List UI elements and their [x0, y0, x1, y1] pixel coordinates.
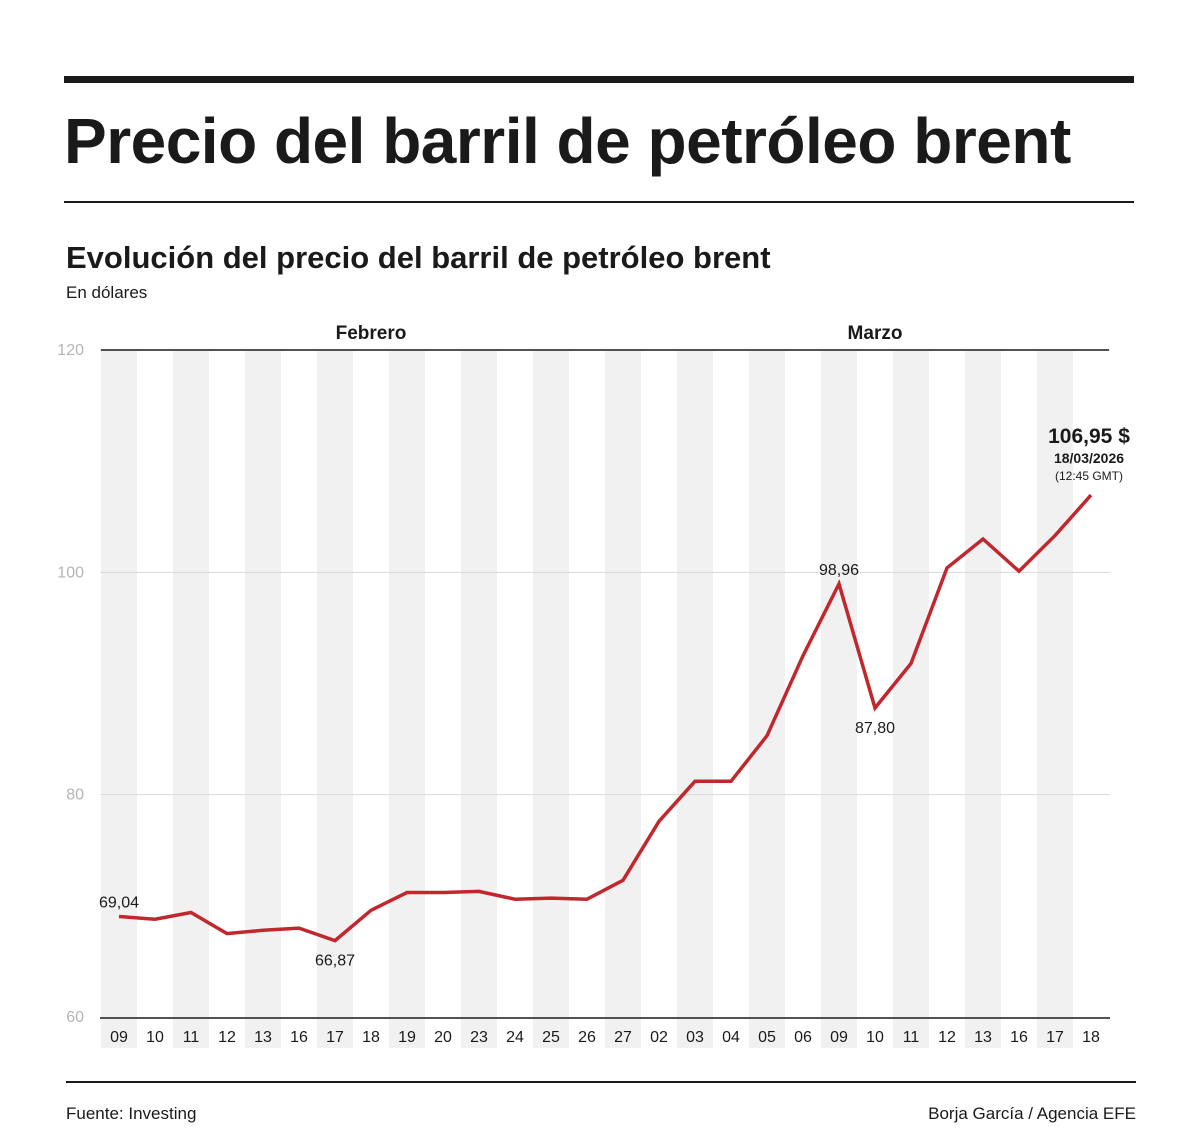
y-tick-label: 100 — [57, 564, 84, 581]
x-tick-label: 18 — [1082, 1029, 1100, 1046]
last-value-label: 106,95 $ — [1048, 425, 1130, 448]
data-label: 66,87 — [315, 953, 355, 970]
column-stripe — [461, 350, 497, 1048]
x-tick-label: 16 — [290, 1029, 308, 1046]
x-tick-label: 11 — [903, 1029, 920, 1046]
x-tick-label: 10 — [866, 1029, 884, 1046]
price-line — [118, 493, 1093, 943]
x-tick-label: 13 — [974, 1029, 992, 1046]
column-stripe — [1037, 350, 1073, 1048]
x-tick-label: 12 — [218, 1029, 236, 1046]
x-tick-label: 10 — [146, 1029, 164, 1046]
column-stripe — [965, 350, 1001, 1048]
chart-subtitle: Evolución del precio del barril de petró… — [66, 240, 771, 275]
x-tick-label: 19 — [398, 1029, 416, 1046]
x-tick-label: 05 — [758, 1029, 776, 1046]
source-label: Fuente: Investing — [66, 1104, 197, 1123]
top-rule — [64, 76, 1134, 83]
x-tick-label: 02 — [650, 1029, 668, 1046]
column-stripe — [317, 350, 353, 1048]
column-stripe — [893, 350, 929, 1048]
column-stripe — [245, 350, 281, 1048]
y-tick-label: 80 — [66, 787, 84, 804]
x-tick-label: 26 — [578, 1029, 596, 1046]
x-tick-label: 13 — [254, 1029, 272, 1046]
unit-label: En dólares — [66, 283, 148, 302]
column-stripe — [749, 350, 785, 1048]
x-tick-label: 23 — [470, 1029, 488, 1046]
column-stripe — [173, 350, 209, 1048]
column-stripe — [677, 350, 713, 1048]
column-stripe — [101, 350, 137, 1048]
data-label: 69,04 — [99, 895, 139, 912]
x-tick-label: 03 — [686, 1029, 704, 1046]
x-tick-label: 18 — [362, 1029, 380, 1046]
x-tick-label: 11 — [183, 1029, 200, 1046]
column-stripe — [389, 350, 425, 1048]
title-divider — [64, 201, 1134, 203]
credit-label: Borja García / Agencia EFE — [928, 1104, 1136, 1123]
last-date-label: 18/03/2026 — [1054, 450, 1124, 466]
x-tick-label: 17 — [1046, 1029, 1064, 1046]
x-tick-label: 25 — [542, 1029, 560, 1046]
x-tick-label: 16 — [1010, 1029, 1028, 1046]
data-label: 87,80 — [855, 720, 895, 737]
footer-divider — [66, 1081, 1136, 1083]
column-stripe — [533, 350, 569, 1048]
x-tick-label: 20 — [434, 1029, 452, 1046]
x-tick-label: 24 — [506, 1029, 524, 1046]
x-tick-label: 27 — [614, 1029, 632, 1046]
x-tick-label: 09 — [830, 1029, 848, 1046]
x-tick-label: 09 — [110, 1029, 128, 1046]
month-label: Marzo — [848, 323, 903, 344]
column-stripe — [821, 350, 857, 1048]
x-tick-label: 04 — [722, 1029, 740, 1046]
x-tick-label: 06 — [794, 1029, 812, 1046]
x-tick-label: 12 — [938, 1029, 956, 1046]
y-tick-label: 60 — [66, 1009, 84, 1026]
column-stripe — [605, 350, 641, 1048]
page-title: Precio del barril de petróleo brent — [64, 105, 1071, 177]
data-label: 98,96 — [819, 562, 859, 579]
last-time-label: (12:45 GMT) — [1055, 469, 1123, 483]
month-label: Febrero — [336, 323, 407, 344]
y-tick-label: 120 — [57, 342, 84, 359]
x-tick-label: 17 — [326, 1029, 344, 1046]
